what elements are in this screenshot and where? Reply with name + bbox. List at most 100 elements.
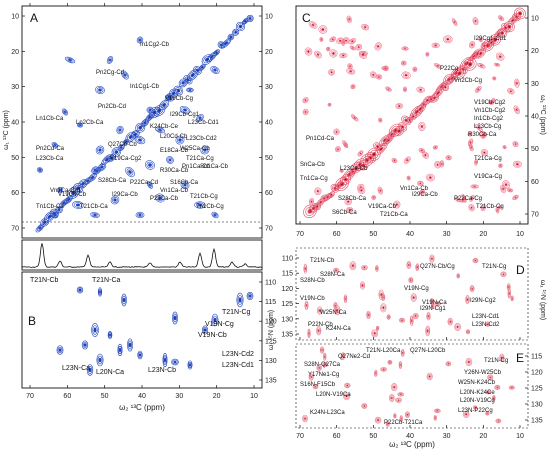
crosspeak (480, 204, 486, 212)
panel-e-annotation: Y26N-W25Cb (464, 370, 502, 376)
x-tick-label: 40 (138, 393, 146, 400)
y-tick-label: 10 (531, 16, 539, 23)
panel-e-annotation: L20N-V19Cg (460, 398, 495, 404)
panel-a-annotation: Pn2Cg-Cd (96, 70, 124, 76)
panel-d-peak (316, 326, 322, 336)
panel-d-peak (386, 314, 391, 320)
panel-b-peak (171, 358, 179, 366)
panel-d-peak (304, 300, 309, 310)
panel-a-annotation: Pn2Cd-Ca (36, 146, 65, 152)
panel-a-annotation: Vn1Ca-Cb (160, 188, 189, 194)
panel-c-peaks (302, 7, 526, 219)
panel-e-peak (397, 392, 405, 397)
panel-a-annotation: Tn1Cb-Ca (36, 204, 64, 210)
panel-c-annotation: P22Cg (440, 66, 458, 72)
panel-a-annotation: In1Cg2-Cb (140, 42, 170, 48)
y-tick-label: 120 (531, 370, 543, 377)
y-tick-label: 40 (265, 120, 273, 127)
panel-e: E 70 60 50 40 30 20 10 115 120 125 130 135 T21N-L2… (295, 280, 546, 449)
crosspeak (431, 42, 440, 49)
crosspeak (391, 157, 398, 164)
crosspeak (175, 135, 185, 145)
panel-b-xlabel: ω₂ ¹³C (ppm) (119, 403, 165, 412)
crosspeak (166, 156, 174, 164)
diagonal-peak (313, 202, 322, 211)
y-tick-label: 50 (265, 155, 273, 162)
crosspeak (479, 131, 488, 138)
panel-d-peak (398, 317, 406, 323)
crosspeak (401, 71, 411, 79)
panel-b-annotation: L23N-Cd2 (222, 351, 254, 358)
crosspeak (196, 113, 204, 123)
panel-d-peak (425, 325, 431, 337)
crosspeak (72, 200, 84, 210)
y-tick-label: 120 (281, 286, 293, 293)
panel-e-peak (380, 367, 388, 372)
crosspeak (434, 160, 441, 169)
crosspeak (64, 56, 76, 64)
y-tick-label: 30 (265, 84, 273, 91)
crosspeak (498, 15, 504, 22)
y-tick-label: 60 (11, 190, 19, 197)
panel-a-annotation: Ln2Cb-Ca (76, 120, 104, 126)
panel-d-peak (307, 328, 311, 339)
panel-b-annotation: L23N-Cb (148, 367, 176, 374)
panel-d-peak (454, 322, 461, 331)
y-tick-label: 130 (531, 402, 543, 409)
crosspeak (377, 186, 383, 195)
crosspeak (116, 125, 124, 135)
panel-b-peak (162, 353, 168, 367)
panel-e-annotation: Y17Ne1-Cg (308, 372, 339, 378)
panel-d-peak (469, 285, 475, 293)
crosspeak (327, 102, 332, 107)
panel-e-annotation: T21N-Cg (484, 358, 508, 364)
panel-c-annotation: T21Cb-Cg (476, 204, 504, 210)
panel-a-annotation: E18Ca-Cb (160, 148, 189, 154)
panel-e-peak (465, 357, 473, 367)
panel-e-peak (398, 361, 403, 369)
panel-b-annotation: L23N-Cd1 (222, 362, 254, 369)
panel-a-annotation: Sn1Ca-Cb (200, 164, 229, 170)
panel-c-frame (295, 5, 529, 225)
crosspeak (302, 97, 309, 104)
panel-d-annotation: K24N-Ca (326, 326, 351, 332)
panel-d-peak (434, 300, 442, 307)
crosspeak (375, 74, 383, 80)
crosspeak (95, 145, 105, 155)
panel-b-peak (107, 330, 113, 340)
crosspeak (403, 156, 411, 164)
panel-e-peak (374, 416, 382, 424)
diagonal-peak (35, 223, 45, 233)
panel-b-peak (246, 291, 254, 301)
x-tick-label: 50 (101, 393, 109, 400)
panel-d-annotation: S28N-Ca (320, 272, 345, 278)
crosspeak (475, 124, 483, 132)
y-tick-label: 50 (11, 155, 19, 162)
crosspeak (210, 66, 220, 74)
y-tick-label: 70 (531, 212, 539, 219)
panel-d-peaks (303, 254, 514, 339)
panel-a-annotation: Pn1Ca-Cb (182, 164, 211, 170)
panel-e-peak (399, 415, 403, 422)
panel-a-annotation: L23Cb-Ca (36, 156, 64, 162)
diagonal-peak (43, 211, 56, 223)
crosspeak (513, 105, 520, 115)
crosspeak (37, 167, 43, 173)
panel-e-xlabel: ω₂ ¹³C (ppm) (389, 440, 435, 449)
crosspeak (385, 86, 392, 92)
panel-c-annotation: Tn1Ca-Cg (300, 176, 328, 182)
panel-c-annotation: Vn2Cb-Cg (454, 78, 482, 84)
panel-b-annotation: T21N-Cb (30, 277, 59, 284)
panel-d-peak (371, 329, 379, 338)
panel-b-annotation: L20N-Ca (96, 369, 124, 376)
panel-b-peak (91, 323, 99, 337)
panel-c-annotation: I29Cg1-Cd1 (474, 36, 507, 42)
panel-d-peak (375, 265, 379, 272)
panel-b-annotation: V19N-Cb (198, 332, 227, 339)
panel-b-label: B (28, 314, 36, 328)
panel-e-peak (400, 349, 405, 357)
y-tick-label: 135 (281, 332, 293, 339)
crosspeak (421, 151, 429, 159)
panel-d-peak (415, 263, 420, 272)
